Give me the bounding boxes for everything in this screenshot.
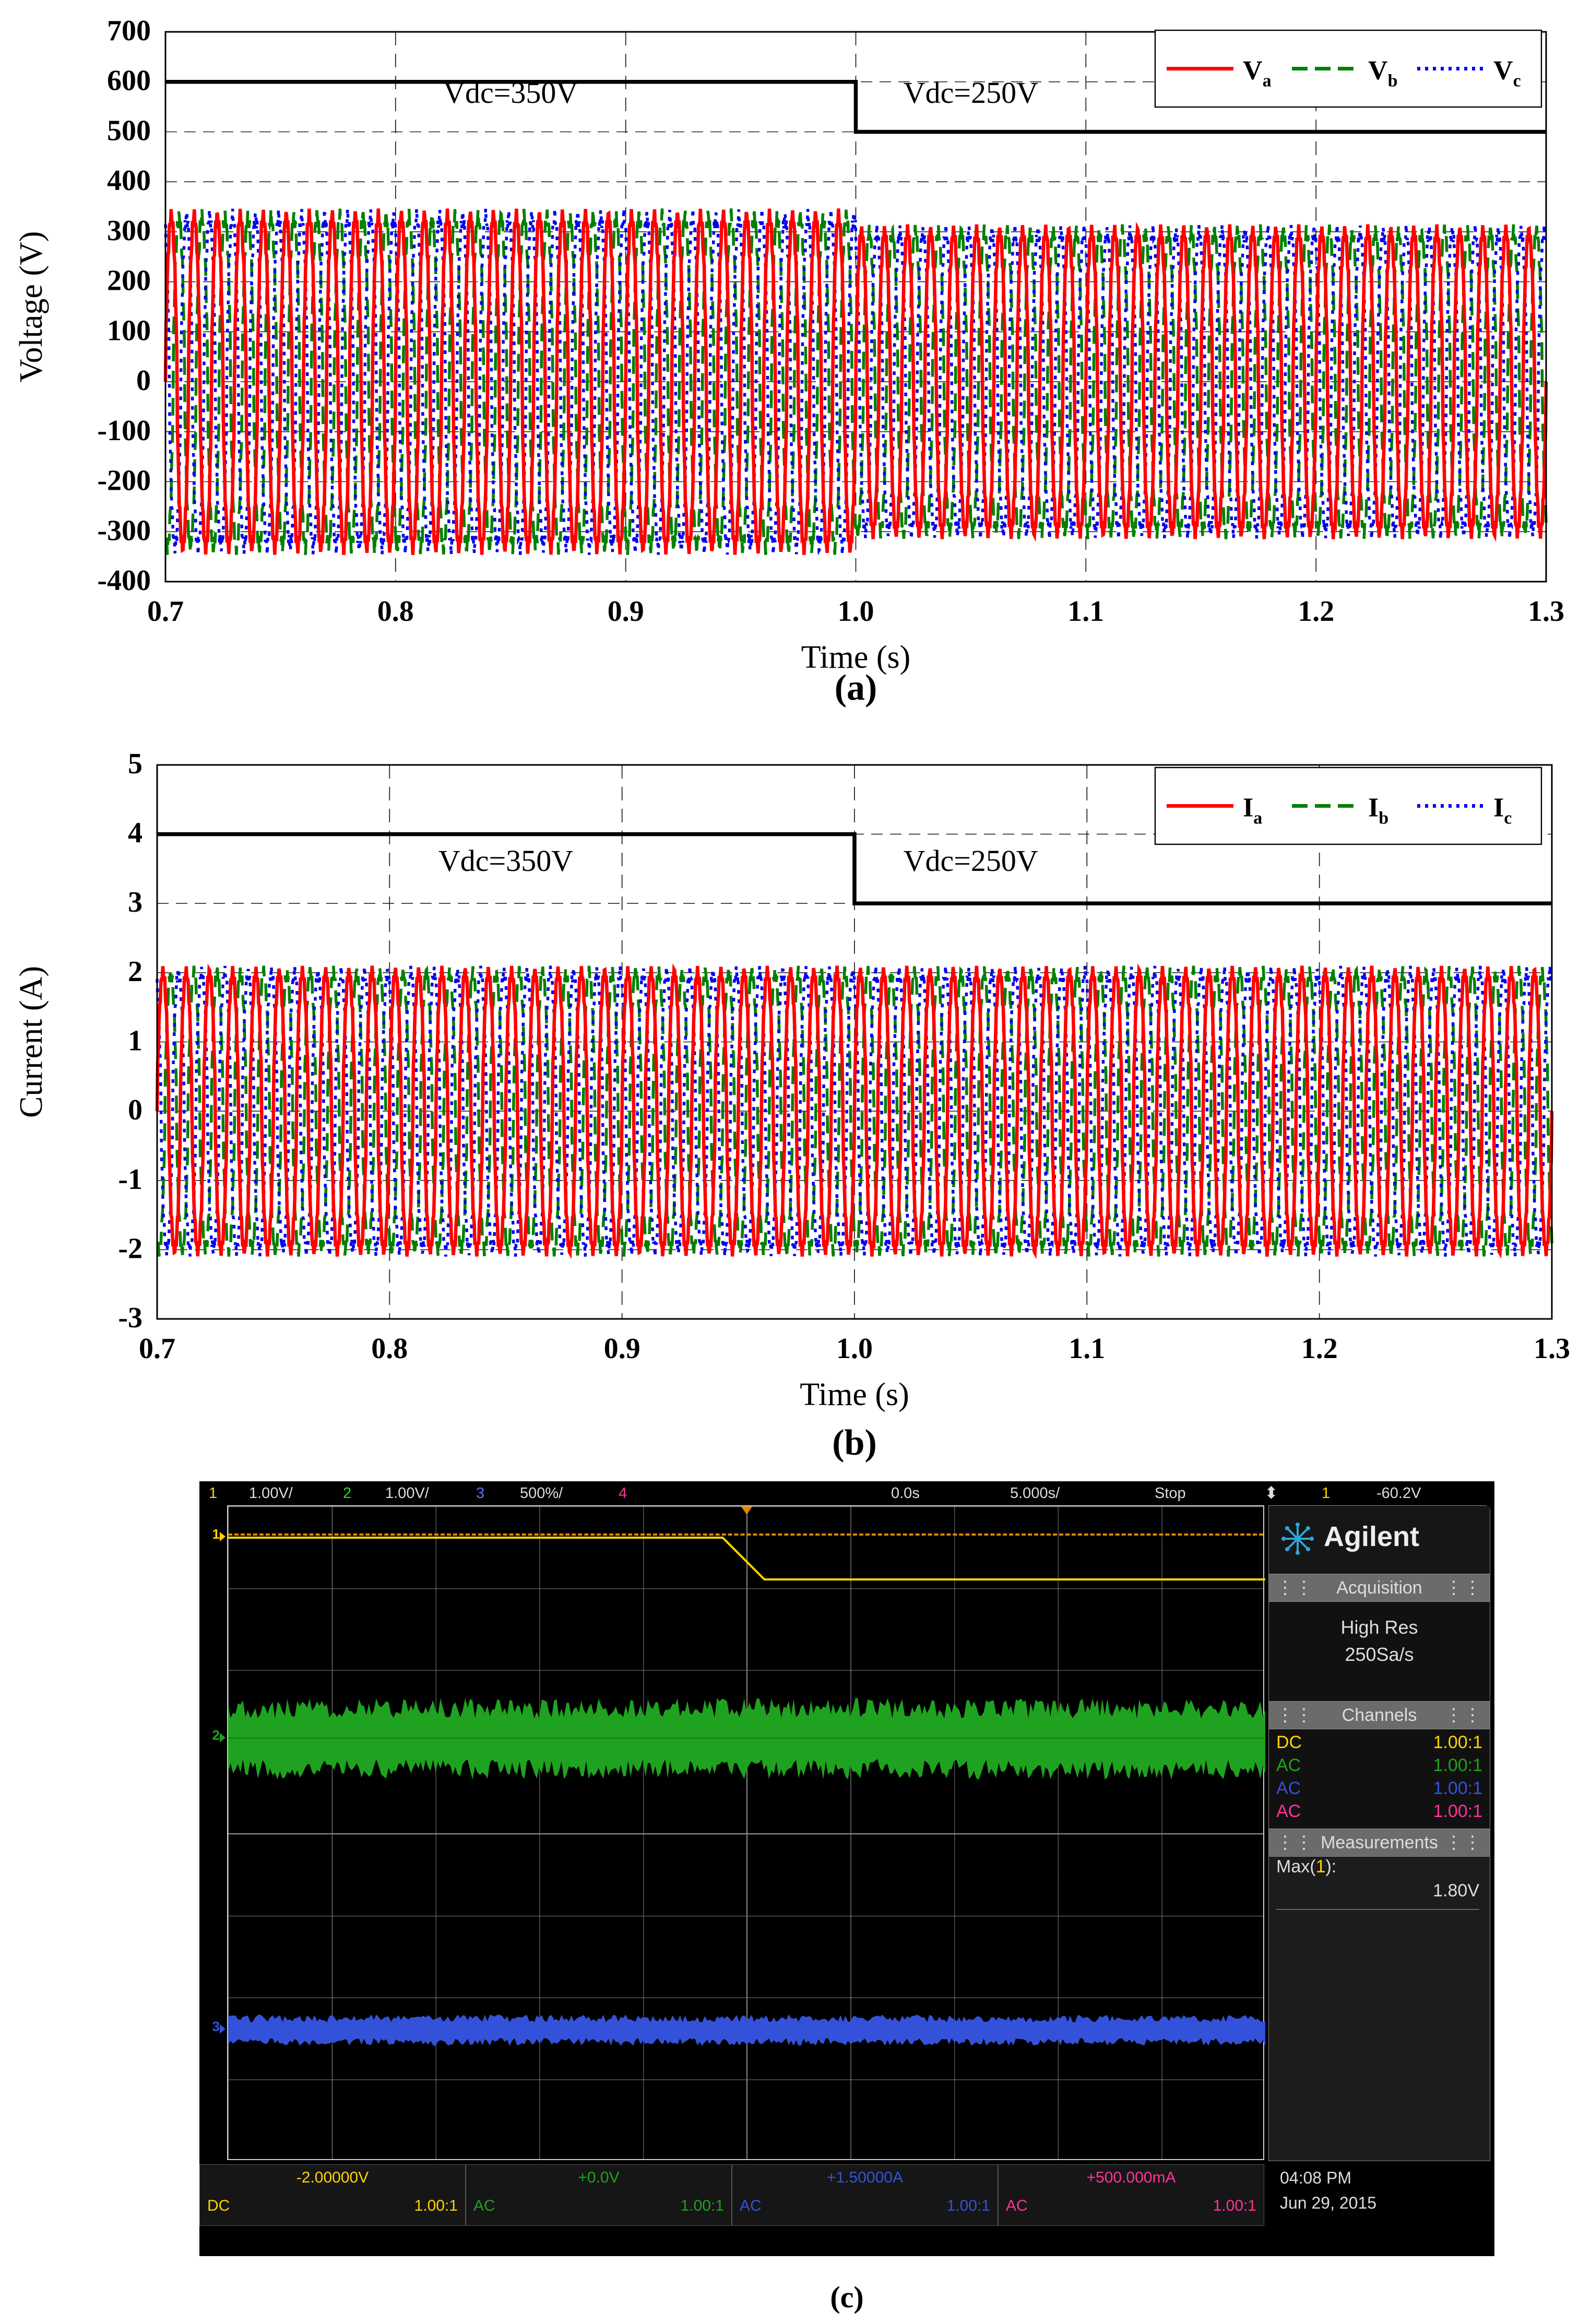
svg-text:Time (s): Time (s) [800, 1377, 909, 1412]
svg-text:0.7: 0.7 [139, 1332, 175, 1365]
svg-text:5: 5 [128, 748, 143, 780]
svg-text:(b): (b) [832, 1423, 877, 1463]
svg-text:1.0: 1.0 [836, 1332, 873, 1365]
svg-text:0.8: 0.8 [371, 1332, 408, 1365]
svg-text:Current (A): Current (A) [14, 966, 49, 1118]
svg-text:1: 1 [128, 1025, 143, 1057]
svg-text:1.1: 1.1 [1068, 1332, 1105, 1365]
svg-text:-1: -1 [118, 1163, 143, 1196]
svg-text:4: 4 [128, 817, 143, 850]
svg-text:-3: -3 [118, 1302, 143, 1334]
svg-text:1.2: 1.2 [1301, 1332, 1338, 1365]
svg-text:3: 3 [128, 886, 143, 918]
svg-text:1.3: 1.3 [1534, 1332, 1570, 1365]
svg-text:Vdc=350V: Vdc=350V [438, 844, 573, 878]
svg-text:2: 2 [128, 955, 143, 988]
svg-text:0: 0 [128, 1094, 143, 1126]
svg-text:0.9: 0.9 [604, 1332, 640, 1365]
svg-text:Vdc=250V: Vdc=250V [904, 844, 1038, 878]
svg-text:-2: -2 [118, 1232, 143, 1265]
